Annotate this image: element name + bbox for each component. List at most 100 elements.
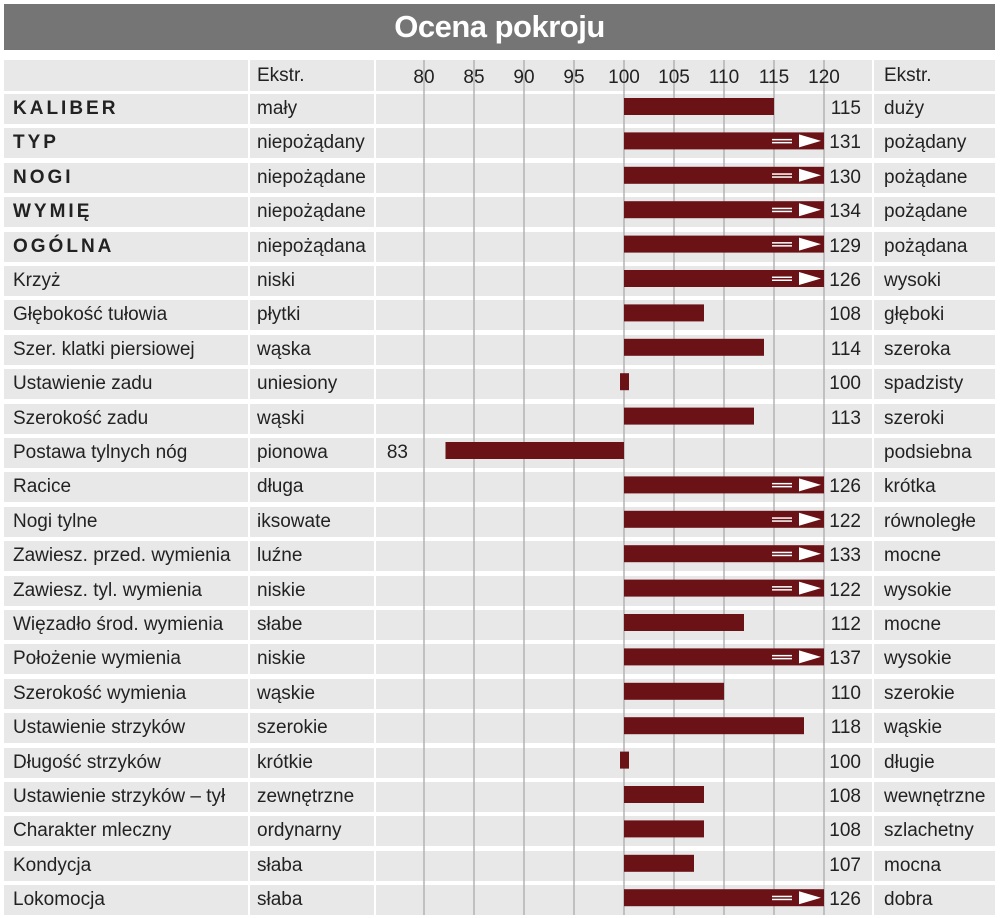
bar [624,235,824,253]
high-extreme-label: szeroki [884,407,945,429]
value-label: 107 [829,854,861,876]
high-extreme-label: podsiebna [884,442,972,463]
low-extreme-label: wąski [257,407,305,429]
low-extreme-label: słaba [257,889,303,911]
row-stripe [4,128,995,159]
low-extreme-label: niepożądane [257,201,366,223]
high-extreme-label: równoległe [884,510,976,532]
column-separator [872,60,874,915]
column-separator [248,60,250,915]
value-label: 100 [829,751,861,773]
trait-label: Ustawienie strzyków – tył [13,786,226,807]
trait-label: TYP [13,132,59,154]
trait-label: Racice [13,476,72,498]
value-label: 108 [829,786,861,807]
row-stripe [4,231,995,262]
axis-tick-label: 110 [709,67,739,88]
bar [620,373,629,391]
low-extreme-header: Ekstr. [257,65,305,86]
value-label: 134 [829,201,861,223]
trait-label: Krzyż [13,270,61,291]
bar [624,132,824,150]
low-extreme-label: luźne [257,545,303,567]
row-stripe [4,300,995,331]
high-extreme-label: wąskie [884,717,943,739]
row-stripe [4,541,995,572]
low-extreme-label: słaba [257,854,303,876]
high-extreme-label: pożądany [884,132,967,154]
value-label: 126 [829,889,861,911]
bar [624,545,824,563]
high-extreme-label: dobra [884,889,933,911]
high-extreme-label: krótka [884,476,936,498]
high-extreme-label: długie [884,751,935,773]
bar [624,476,824,494]
trait-label: Więzadło środ. wymienia [13,614,224,635]
high-extreme-label: głęboki [884,304,945,326]
value-label: 112 [830,614,861,635]
trait-label: WYMIĘ [13,201,93,223]
low-extreme-label: niski [257,270,296,291]
high-extreme-label: szerokie [884,682,955,704]
value-label: 130 [829,166,861,188]
low-extreme-label: iksowate [257,510,331,532]
low-extreme-label: szerokie [257,717,328,739]
value-label: 110 [830,682,861,704]
value-label: 133 [829,545,861,567]
low-extreme-label: pionowa [257,442,328,463]
high-extreme-header: Ekstr. [884,65,932,86]
bar [624,510,824,528]
row-stripe [4,575,995,606]
axis-tick-label: 85 [463,67,484,88]
high-extreme-label: wysoki [884,270,942,291]
row-stripe [4,644,995,675]
high-extreme-label: mocna [884,854,942,876]
high-extreme-label: wysokie [884,648,952,670]
low-extreme-label: krótkie [257,751,313,773]
trait-label: Lokomocja [13,889,105,911]
trait-label: Postawa tylnych nóg [13,442,188,463]
axis-tick-label: 80 [413,67,434,88]
value-label: 131 [829,132,861,154]
value-label: 126 [829,270,861,291]
overflow-arrow [772,134,821,148]
row-stripe [4,850,995,881]
row-stripe [4,94,995,124]
high-extreme-label: spadzisty [884,373,964,395]
trait-label: Położenie wymienia [13,648,181,670]
value-label: 122 [829,510,861,532]
high-extreme-label: pożądane [884,201,968,223]
value-label: 129 [829,235,861,257]
bar [624,648,824,666]
value-label: 113 [830,407,861,429]
low-extreme-label: niepożądana [257,235,366,257]
trait-label: OGÓLNA [13,235,115,257]
high-extreme-label: szlachetny [884,820,974,842]
low-extreme-label: zewnętrzne [257,786,355,807]
high-extreme-label: pożądana [884,235,968,257]
value-label: 108 [829,304,861,326]
high-extreme-label: szeroka [884,338,951,360]
row-stripe [4,403,995,434]
row-stripe [4,266,995,296]
value-label: 118 [830,717,861,739]
chart-title: Ocena pokroju [4,4,995,50]
trait-label: Szer. klatki piersiowej [13,338,195,360]
low-extreme-label: niepożądane [257,166,366,188]
low-extreme-label: uniesiony [257,373,338,395]
row-stripe [4,472,995,503]
axis-tick-label: 100 [608,67,640,88]
column-separator [374,60,376,915]
bar [624,98,774,115]
overflow-arrow [772,581,821,595]
bar [624,614,744,631]
bar [624,786,704,803]
high-extreme-label: mocne [884,614,942,635]
low-extreme-label: długa [257,476,304,498]
overflow-arrow [772,272,821,285]
bar [620,751,629,769]
low-extreme-label: wąskie [257,682,316,704]
row-stripe [4,369,995,400]
bar [624,579,824,597]
value-label: 114 [830,338,861,360]
